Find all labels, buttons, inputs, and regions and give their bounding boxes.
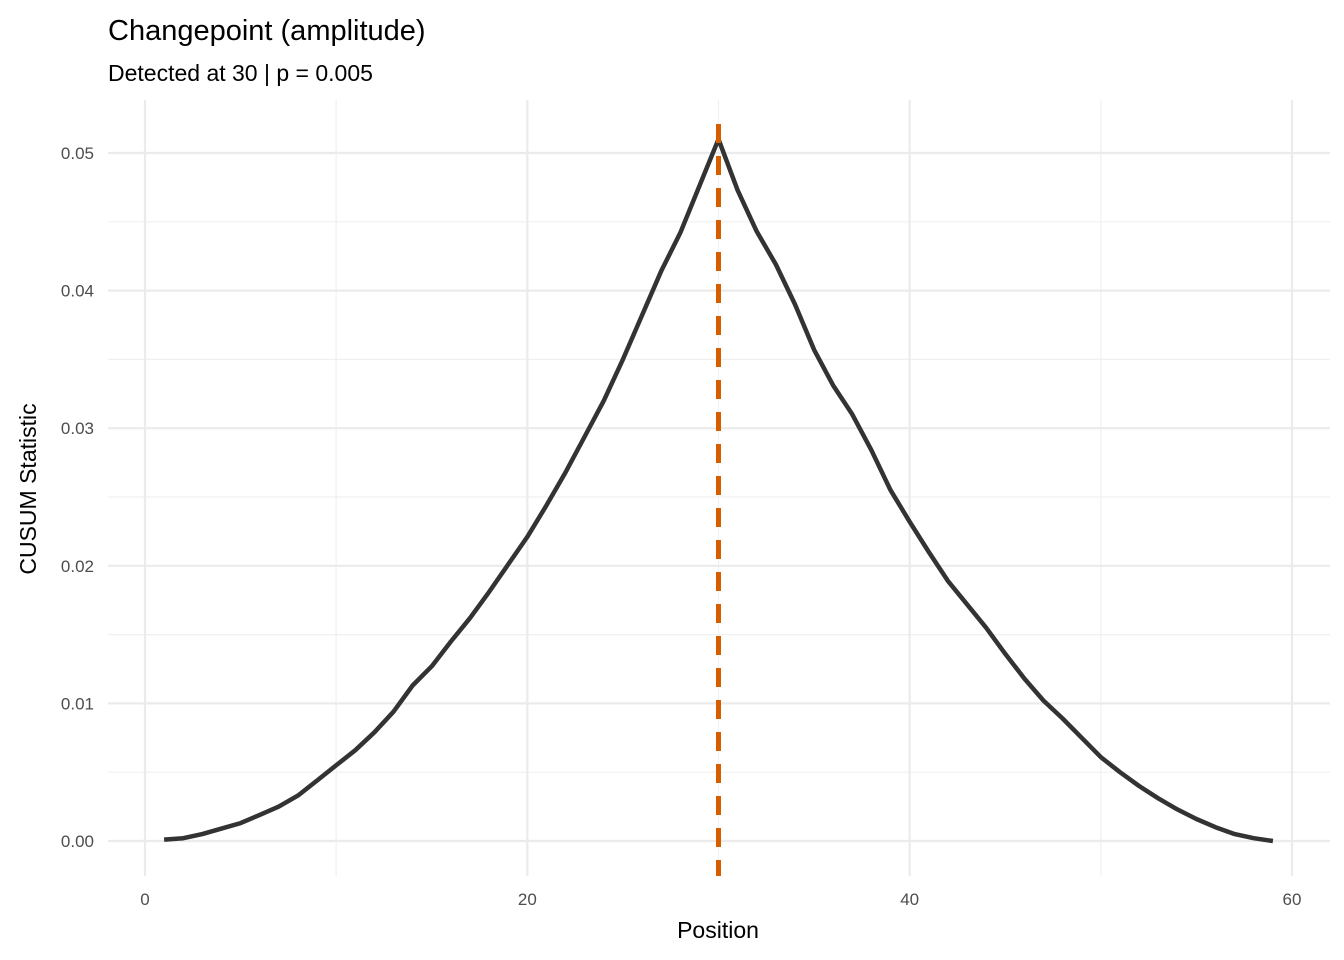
y-tick-label: 0.00	[61, 832, 94, 851]
x-tick-label: 40	[900, 890, 919, 909]
x-tick-label: 0	[140, 890, 149, 909]
x-tick-label: 60	[1283, 890, 1302, 909]
chart-subtitle: Detected at 30 | p = 0.005	[108, 60, 373, 86]
y-tick-label: 0.05	[61, 144, 94, 163]
x-axis-label: Position	[677, 917, 759, 943]
y-tick-label: 0.02	[61, 557, 94, 576]
x-tick-label: 20	[518, 890, 537, 909]
y-axis-ticks: 0.00 0.01 0.02 0.03 0.04 0.05	[61, 144, 94, 851]
y-tick-label: 0.04	[61, 282, 94, 301]
chart-title: Changepoint (amplitude)	[108, 15, 426, 47]
y-tick-label: 0.01	[61, 694, 94, 713]
y-axis-label: CUSUM Statistic	[15, 403, 41, 574]
x-axis-ticks: 0 20 40 60	[140, 890, 1301, 909]
y-tick-label: 0.03	[61, 419, 94, 438]
